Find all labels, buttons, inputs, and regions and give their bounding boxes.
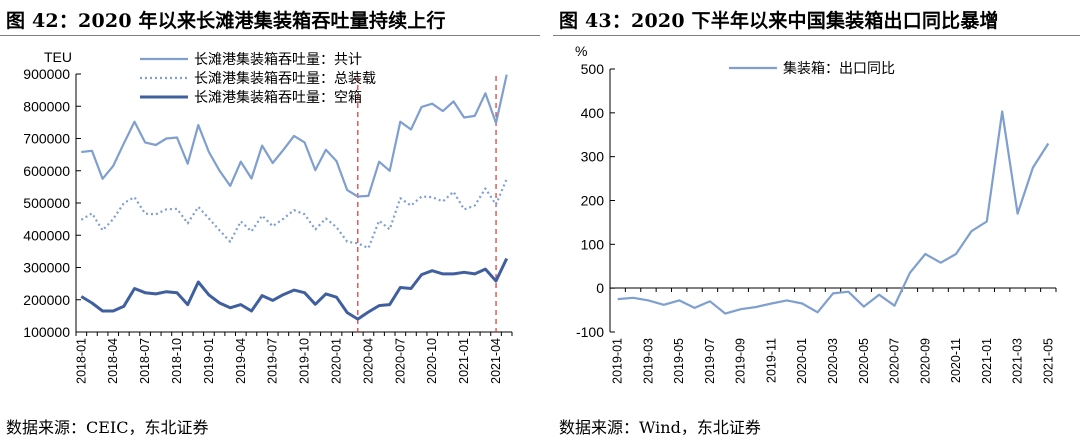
y-tick-label: 600000	[23, 163, 70, 179]
y-tick-label: 800000	[23, 98, 70, 114]
y-tick-label: 300	[581, 149, 605, 165]
x-tick-label: 2021-05	[1041, 338, 1055, 384]
chart-panel-left: 图 42：2020 年以来长滩港集装箱吞吐量持续上行 100000 200000 3…	[0, 10, 540, 437]
x-tick-label: 2019-01	[611, 338, 625, 384]
x-tick-label: 2020-07	[888, 338, 902, 384]
y-tick-label: 500	[581, 61, 605, 77]
x-tick-label: 2020-10	[425, 338, 439, 384]
x-tick-label: 2019-07	[703, 338, 717, 384]
source-note: 数据来源：Wind，东北证券	[559, 418, 761, 437]
y-tick-label: 100000	[23, 324, 70, 340]
y-tick-label: -100	[576, 324, 604, 340]
x-tick-label: 2018-07	[138, 338, 152, 384]
legend-label: 长滩港集装箱吞吐量：空箱	[194, 89, 362, 106]
x-tick-label: 2021-01	[980, 338, 994, 384]
legend-label: 集装箱：出口同比	[783, 60, 895, 77]
series-line	[81, 74, 508, 198]
x-tick-label: 2019-01	[202, 338, 216, 384]
series-line	[80, 257, 509, 321]
x-tick-label: 2021-01	[457, 338, 471, 384]
x-tick-label: 2019-04	[234, 338, 248, 384]
x-tick-label: 2019-07	[266, 338, 280, 384]
y-tick-label: 900000	[23, 66, 70, 82]
x-tick-label: 2020-04	[361, 338, 375, 384]
x-tick-label: 2021-03	[1011, 338, 1025, 384]
y-tick-label: 700000	[23, 131, 70, 147]
y-tick-label: 200000	[23, 292, 70, 308]
x-tick-label: 2020-09	[918, 338, 932, 384]
y-tick-label: 0	[596, 280, 604, 296]
title-rule	[553, 35, 1080, 36]
x-tick-label: 2020-07	[393, 338, 407, 384]
legend-label: 长滩港集装箱吞吐量：总装载	[194, 70, 376, 87]
x-tick-label: 2020-01	[795, 338, 809, 384]
title-rule	[0, 35, 540, 36]
chart-title: 图 42：2020 年以来长滩港集装箱吞吐量持续上行	[6, 10, 446, 32]
x-tick-label: 2019-10	[298, 338, 312, 384]
source-note: 数据来源：CEIC，东北证券	[6, 418, 209, 437]
y-tick-label: 100	[581, 236, 605, 252]
series-line	[617, 110, 1050, 315]
chart-right: -100 0 100 200 300 400 500% 2019-01 2019-03 2019-…	[575, 43, 1057, 384]
legend-label: 长滩港集装箱吞吐量：共计	[194, 51, 362, 68]
x-tick-label: 2019-03	[641, 338, 655, 384]
chart-panel-right: 图 43：2020 下半年以来中国集装箱出口同比暴增 -100 0 100 200 30…	[553, 0, 1080, 442]
y-tick-label: 200	[581, 193, 605, 209]
x-tick-label: 2020-03	[826, 338, 840, 384]
y-tick-label: 400000	[23, 227, 70, 243]
x-tick-label: 2018-01	[74, 338, 88, 384]
y-tick-label: 400	[581, 105, 605, 121]
x-tick-label: 2018-10	[170, 338, 184, 384]
y-tick-label: 300000	[23, 260, 70, 276]
chart-title: 图 43：2020 下半年以来中国集装箱出口同比暴增	[559, 10, 999, 32]
x-tick-label: 2019-11	[764, 338, 778, 383]
y-axis-label: TEU	[44, 49, 72, 65]
x-tick-label: 2020-05	[857, 338, 871, 384]
y-axis-label: %	[575, 43, 587, 59]
x-tick-label: 2019-05	[672, 338, 686, 384]
y-tick-label: 500000	[23, 195, 70, 211]
x-tick-label: 2020-11	[949, 338, 963, 383]
x-tick-label: 2019-09	[734, 338, 748, 384]
x-tick-label: 2021-04	[489, 338, 503, 384]
x-tick-label: 2020-01	[330, 338, 344, 384]
x-tick-label: 2018-04	[106, 338, 120, 384]
series-line	[80, 178, 508, 250]
chart-left: 100000 200000 300000 400000 500000 600000 7000…	[23, 49, 513, 384]
